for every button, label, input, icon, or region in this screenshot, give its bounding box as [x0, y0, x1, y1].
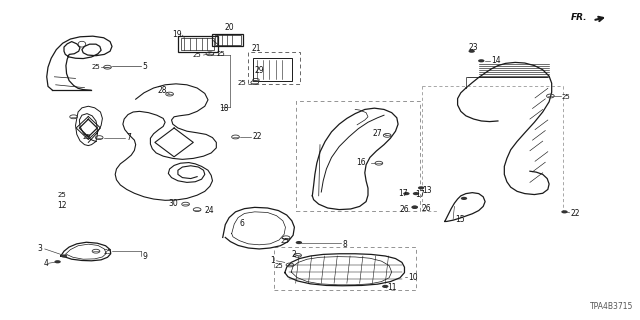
Text: 8: 8 [342, 240, 347, 249]
Text: 25: 25 [104, 249, 113, 255]
Circle shape [461, 197, 467, 200]
Text: 22: 22 [252, 132, 262, 141]
Text: 10: 10 [408, 273, 418, 282]
Text: 5: 5 [142, 62, 147, 71]
Text: 25: 25 [280, 238, 289, 244]
Text: TPA4B3715: TPA4B3715 [590, 302, 634, 311]
Text: 25: 25 [58, 192, 67, 197]
Text: 15: 15 [456, 215, 465, 224]
Text: 24: 24 [205, 206, 214, 215]
Text: 17: 17 [415, 190, 424, 199]
Text: 9: 9 [142, 252, 147, 261]
Circle shape [54, 260, 61, 263]
Bar [215, 35, 241, 45]
Text: 12: 12 [58, 201, 67, 210]
Text: 17: 17 [399, 189, 408, 198]
Text: 29: 29 [254, 66, 264, 75]
Text: 4: 4 [44, 260, 49, 268]
Circle shape [412, 206, 418, 209]
Text: 1: 1 [271, 256, 275, 265]
Text: 18: 18 [219, 104, 228, 113]
Text: 25: 25 [275, 263, 284, 269]
Text: 11: 11 [387, 284, 397, 292]
Bar [178, 36, 218, 52]
Text: 30: 30 [168, 199, 178, 208]
Text: 7: 7 [126, 133, 131, 142]
Text: 25: 25 [83, 134, 92, 140]
Bar [212, 34, 243, 46]
Text: 20: 20 [224, 23, 234, 32]
Text: 25: 25 [92, 64, 100, 69]
Circle shape [413, 192, 419, 195]
Text: 25: 25 [237, 80, 246, 85]
Text: 13: 13 [422, 186, 432, 195]
Circle shape [61, 254, 67, 258]
Text: 22: 22 [571, 209, 580, 218]
Text: 3: 3 [37, 244, 42, 253]
Text: 25: 25 [562, 94, 571, 100]
Bar [248, 52, 300, 84]
Circle shape [382, 285, 388, 288]
Circle shape [296, 241, 302, 244]
Text: FR.: FR. [571, 13, 588, 22]
Text: 16: 16 [356, 158, 366, 167]
Text: 25: 25 [216, 51, 225, 57]
Circle shape [478, 59, 484, 62]
Circle shape [561, 210, 568, 213]
Text: 26: 26 [421, 204, 431, 212]
Text: 6: 6 [239, 219, 244, 228]
Bar [253, 58, 292, 81]
Circle shape [468, 50, 475, 53]
Text: 23: 23 [468, 43, 479, 52]
Circle shape [412, 205, 418, 209]
Text: 28: 28 [157, 86, 166, 95]
Text: 21: 21 [252, 44, 261, 53]
Text: 19: 19 [172, 30, 182, 39]
Circle shape [418, 186, 424, 189]
Text: 2: 2 [291, 250, 296, 259]
Text: 14: 14 [492, 56, 501, 65]
Text: 27: 27 [372, 129, 382, 138]
Text: 25: 25 [193, 52, 202, 58]
Text: 26: 26 [400, 205, 410, 214]
Circle shape [403, 192, 410, 195]
Bar [181, 38, 214, 50]
